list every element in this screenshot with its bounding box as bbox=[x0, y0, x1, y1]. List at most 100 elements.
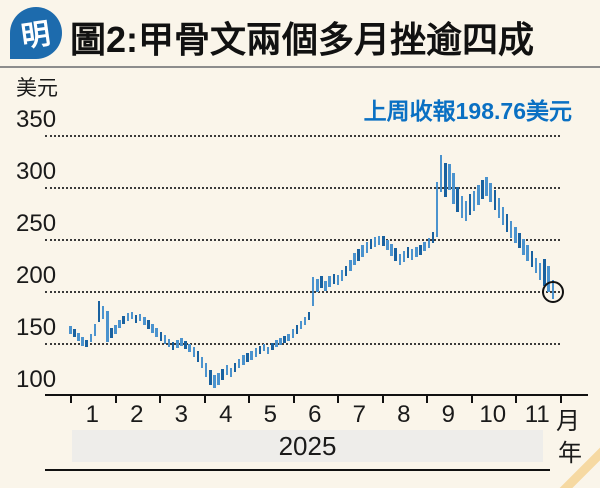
candlestick bbox=[209, 370, 212, 385]
candlestick bbox=[497, 198, 501, 219]
candlestick bbox=[410, 249, 414, 260]
candlestick bbox=[122, 315, 125, 325]
candlestick bbox=[126, 312, 130, 322]
candlestick bbox=[221, 369, 224, 381]
x-axis-tick bbox=[426, 396, 428, 403]
x-axis-tick bbox=[114, 396, 117, 403]
y-tick-label-350: 350 bbox=[16, 106, 57, 133]
candlestick bbox=[431, 231, 435, 244]
candlestick bbox=[303, 317, 307, 326]
month-label-7: 7 bbox=[352, 401, 366, 428]
candlestick bbox=[336, 275, 340, 285]
month-label-10: 10 bbox=[479, 401, 507, 428]
candlestick bbox=[514, 226, 517, 244]
chart-title: 圖2:甲骨文兩個多月挫逾四成 bbox=[70, 19, 535, 60]
candlestick bbox=[530, 251, 534, 268]
candlestick bbox=[143, 317, 146, 326]
candlestick bbox=[390, 244, 393, 256]
candlestick bbox=[509, 221, 513, 238]
mingpao-logo: 明 bbox=[10, 7, 62, 59]
candlestick bbox=[93, 324, 97, 336]
y-axis-unit-label: 美元 bbox=[16, 77, 58, 100]
month-unit-label: 月 bbox=[556, 408, 580, 435]
x-axis-line bbox=[45, 394, 588, 396]
mingpao-logo-glyph: 明 bbox=[19, 18, 54, 54]
year-unit-label: 年 bbox=[558, 440, 582, 467]
candlestick bbox=[361, 245, 364, 257]
candlestick bbox=[192, 347, 196, 357]
candlestick bbox=[526, 245, 529, 261]
candlestick bbox=[242, 355, 245, 365]
candlestick bbox=[171, 341, 175, 351]
y-tick-label-100: 100 bbox=[16, 366, 57, 393]
candlestick bbox=[328, 276, 331, 287]
candlestick bbox=[419, 245, 422, 255]
candlestick bbox=[468, 194, 472, 216]
candlestick bbox=[464, 200, 468, 222]
candlestick bbox=[69, 326, 72, 334]
candlestick bbox=[73, 329, 76, 337]
candlestick bbox=[505, 214, 509, 232]
x-axis-tick bbox=[292, 396, 295, 403]
candlestick bbox=[406, 247, 410, 258]
candlestick bbox=[279, 337, 282, 346]
candlestick bbox=[415, 247, 418, 257]
candlestick bbox=[163, 334, 167, 345]
candlestick bbox=[307, 311, 311, 321]
candlestick bbox=[229, 367, 233, 378]
candlestick bbox=[85, 339, 88, 348]
candlestick bbox=[398, 253, 402, 265]
x-axis-tick bbox=[203, 396, 206, 403]
candlestick bbox=[101, 305, 105, 320]
candlestick bbox=[456, 187, 459, 212]
candlestick bbox=[340, 270, 344, 281]
candlestick bbox=[167, 338, 171, 348]
year-band: 2025 bbox=[72, 430, 543, 462]
y-tick-label-200: 200 bbox=[16, 262, 57, 289]
gridline-200 bbox=[45, 291, 560, 293]
x-axis-tick bbox=[470, 396, 473, 403]
candlestick bbox=[373, 236, 377, 248]
candlestick bbox=[444, 163, 447, 198]
candlestick bbox=[110, 328, 113, 338]
candlestick bbox=[138, 313, 142, 322]
candlestick bbox=[196, 351, 200, 362]
gridline-250 bbox=[45, 239, 560, 241]
candlestick bbox=[394, 248, 397, 261]
month-label-2: 2 bbox=[130, 401, 144, 428]
y-tick-label-150: 150 bbox=[16, 314, 57, 341]
candlestick bbox=[472, 191, 476, 211]
x-axis-tick bbox=[515, 396, 517, 403]
candlestick bbox=[246, 353, 249, 362]
candlestick bbox=[534, 257, 538, 274]
candlestick bbox=[204, 362, 208, 378]
gridline-300 bbox=[45, 187, 560, 189]
candlestick bbox=[217, 373, 220, 385]
last-price-circle-annotation bbox=[541, 281, 564, 304]
candlestick bbox=[365, 242, 369, 253]
candlestick bbox=[233, 362, 237, 373]
candlestick bbox=[237, 358, 241, 368]
month-label-3: 3 bbox=[174, 401, 188, 428]
month-label-6: 6 bbox=[308, 401, 322, 428]
candlestick bbox=[452, 173, 455, 204]
candlestick bbox=[344, 266, 348, 277]
candlestick bbox=[320, 276, 323, 288]
candlestick bbox=[311, 277, 315, 306]
month-label-5: 5 bbox=[263, 401, 277, 428]
candlestick bbox=[262, 344, 266, 352]
gridline-350 bbox=[45, 135, 560, 137]
candlestick bbox=[287, 333, 290, 341]
candlestick bbox=[518, 232, 521, 249]
y-tick-label-300: 300 bbox=[16, 158, 57, 185]
candlestick bbox=[155, 328, 158, 337]
x-axis-tick bbox=[559, 396, 562, 403]
month-label-9: 9 bbox=[441, 401, 455, 428]
candlestick bbox=[254, 348, 258, 357]
candlestick bbox=[439, 154, 443, 193]
candlestick bbox=[213, 375, 216, 388]
candlestick bbox=[225, 364, 229, 376]
candlestick bbox=[485, 176, 488, 197]
candlestick bbox=[481, 179, 484, 200]
candlestick bbox=[81, 336, 84, 347]
